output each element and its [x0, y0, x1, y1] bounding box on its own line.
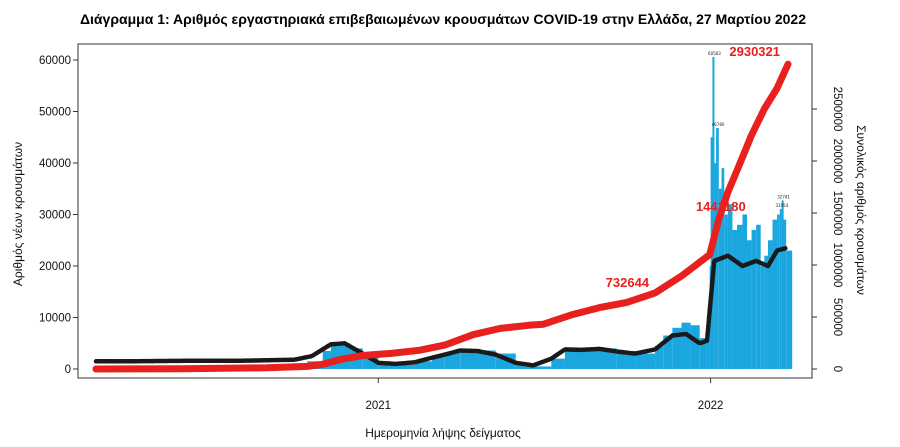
bar	[786, 250, 793, 369]
bar	[732, 229, 738, 369]
bar	[721, 168, 725, 369]
cumulative-annotation: 2930321	[729, 44, 780, 59]
bar	[767, 240, 773, 369]
bar	[663, 335, 673, 369]
right-tick-label: 1500000	[831, 191, 843, 236]
right-y-axis-label: Συνολικός αριθμός κρουσμάτων	[854, 125, 868, 295]
bar	[781, 200, 784, 369]
left-tick-label: 20000	[39, 261, 71, 273]
bar	[751, 229, 757, 369]
left-tick-label: 0	[65, 364, 71, 376]
bar	[395, 364, 415, 369]
right-tick-label: 2500000	[831, 87, 843, 132]
moving-average-line	[93, 245, 789, 368]
bar	[690, 325, 700, 369]
cumulative-series	[92, 60, 792, 373]
bar-value-label: 46780	[712, 122, 725, 127]
right-tick-label: 0	[831, 366, 843, 372]
bar	[635, 353, 656, 369]
bar	[551, 358, 565, 369]
bar	[783, 219, 787, 369]
bar	[616, 350, 636, 369]
left-tick-label: 40000	[39, 158, 71, 170]
left-y-axis-label: Αριθμός νέων κρουσμάτων	[11, 142, 25, 286]
bar	[431, 356, 445, 369]
bar	[716, 128, 719, 369]
left-tick-label: 60000	[39, 55, 71, 67]
bar	[706, 332, 709, 369]
bar	[655, 345, 664, 369]
plot-border	[77, 43, 813, 379]
left-tick-label: 30000	[39, 210, 71, 222]
bar-value-label: 31054	[775, 203, 788, 208]
bar	[760, 266, 765, 369]
bar	[737, 224, 743, 369]
bar	[712, 56, 715, 369]
bar	[777, 214, 780, 369]
bar	[718, 188, 722, 369]
bar	[460, 349, 478, 369]
bar	[599, 348, 617, 369]
bar	[779, 209, 782, 369]
bar	[764, 255, 768, 369]
right-tick-label: 2000000	[831, 139, 843, 184]
bar	[515, 363, 534, 369]
left-tick-label: 10000	[39, 313, 71, 325]
cumulative-line	[92, 60, 792, 373]
bar	[579, 349, 600, 369]
x-axis-label: Ημερομηνία λήψης δείγματος	[365, 426, 521, 440]
bar	[378, 363, 396, 369]
bar	[724, 214, 728, 369]
bar	[672, 327, 682, 369]
right-y-axis: 0 500000 1000000 1500000 2000000 2500000	[812, 87, 843, 372]
bar	[699, 338, 707, 369]
bar	[772, 219, 778, 369]
bar	[564, 347, 580, 369]
cumulative-annotation: 732644	[606, 275, 650, 290]
plot-frame	[77, 43, 813, 379]
right-tick-label: 500000	[831, 298, 843, 336]
bar	[681, 322, 691, 369]
bar	[444, 352, 461, 369]
right-tick-label: 1000000	[831, 243, 843, 288]
bar-value-label: 60583	[708, 51, 721, 56]
x-tick-label: 2022	[698, 400, 724, 412]
cumulative-annotation: 1441180	[696, 199, 746, 214]
bar	[747, 240, 752, 369]
x-axis: 2021 2022	[365, 378, 723, 412]
x-tick-label: 2021	[365, 400, 391, 412]
bar-value-label: 32741	[777, 194, 790, 199]
bar	[414, 361, 432, 369]
bar	[533, 366, 552, 369]
bar	[742, 214, 748, 369]
bar	[727, 204, 733, 369]
left-tick-label: 50000	[39, 107, 71, 119]
left-y-axis: 0 10000 20000 30000 40000 50000 60000	[39, 55, 78, 376]
cumulative-annotations: 2930321 1441180 732644	[606, 44, 780, 290]
moving-average-series	[93, 245, 789, 368]
bar-value-labels: 60583 46780 32741 31054	[708, 51, 790, 208]
bar	[756, 224, 761, 369]
chart-title: Διάγραμμα 1: Αριθμός εργαστηριακά επιβεβ…	[80, 11, 806, 27]
